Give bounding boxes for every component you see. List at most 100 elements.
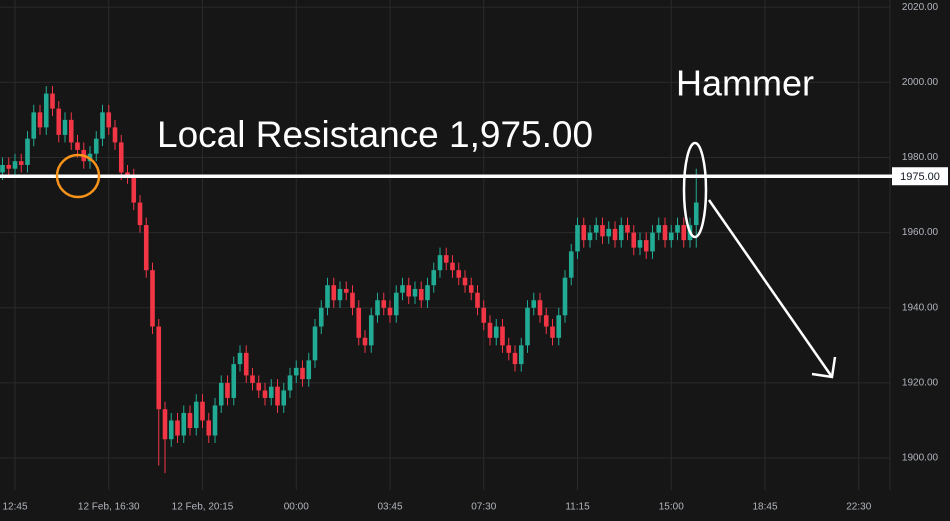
candle-body <box>362 337 368 346</box>
candle-body <box>287 375 293 391</box>
candle-body <box>393 292 399 316</box>
candle-body <box>500 326 505 346</box>
x-tick-label: 12 Feb, 20:15 <box>172 502 234 513</box>
y-tick-label: 1900.00 <box>902 453 939 464</box>
candle-body <box>312 326 318 361</box>
candle-body <box>668 232 674 241</box>
candle-body <box>600 225 605 237</box>
candle-body <box>106 112 112 128</box>
candle-body <box>256 382 262 391</box>
candle-body <box>425 285 430 301</box>
candle-body <box>193 401 199 428</box>
candle-body <box>275 386 280 406</box>
candle-body <box>225 382 230 398</box>
candle-body <box>675 225 680 233</box>
x-tick-label: 11:15 <box>565 502 590 513</box>
candle-body <box>606 228 612 237</box>
x-tick-label: 03:45 <box>377 502 402 513</box>
candle-body <box>56 108 62 135</box>
candle-body <box>187 412 193 428</box>
candle-body <box>93 138 99 154</box>
candle-body <box>487 322 493 338</box>
candle-body <box>631 232 637 248</box>
candle-body <box>593 225 599 233</box>
candle-body <box>131 176 137 203</box>
x-tick-label: 18:45 <box>752 502 777 513</box>
candles <box>0 86 699 474</box>
candle-body <box>568 251 574 278</box>
candle-body <box>118 142 124 173</box>
candle-body <box>6 164 12 169</box>
candle-body <box>43 93 49 128</box>
candle-body <box>268 386 274 398</box>
candle-body <box>212 405 218 436</box>
overlay: 1975.00 <box>0 167 948 186</box>
candle-body <box>662 225 668 241</box>
candle-body <box>581 225 587 241</box>
candle-body <box>300 367 305 380</box>
candle-body <box>431 270 437 286</box>
hammer-annotation: Hammer <box>676 63 814 104</box>
candle-body <box>643 240 649 252</box>
candle-body <box>250 375 255 383</box>
x-tick-label: 12 Feb, 16:30 <box>78 502 140 513</box>
candle-body <box>550 326 555 338</box>
candle-body <box>493 326 499 338</box>
candle-body <box>12 161 18 169</box>
hammer-ellipse <box>682 141 708 239</box>
candle-body <box>637 240 643 248</box>
candle-body <box>506 345 512 353</box>
candle-body <box>575 225 580 252</box>
candle-body <box>512 352 518 365</box>
candle-body <box>68 119 74 143</box>
candle-body <box>343 288 349 293</box>
candle-body <box>656 225 662 233</box>
candle-body <box>0 164 5 173</box>
candle-body <box>356 307 362 338</box>
candle-body <box>318 307 324 327</box>
candle-body <box>331 285 337 301</box>
candle-body <box>100 112 105 139</box>
candle-body <box>475 292 480 308</box>
y-tick-label: 2000.00 <box>902 77 939 88</box>
candle-body <box>381 300 387 308</box>
candle-body <box>350 292 355 308</box>
candle-body <box>125 172 130 177</box>
candle-body <box>293 367 299 376</box>
x-tick-label: 00:00 <box>284 502 309 513</box>
candle-body <box>143 225 149 271</box>
candle-body <box>518 345 524 365</box>
candle-body <box>262 390 268 398</box>
candle-body <box>337 288 343 301</box>
candle-body <box>137 202 143 226</box>
y-tick-label: 1940.00 <box>902 302 939 313</box>
candle-body <box>375 300 380 316</box>
y-tick-label: 2020.00 <box>902 2 939 13</box>
candle-body <box>50 93 55 109</box>
candle-body <box>150 270 155 327</box>
candle-body <box>368 315 374 346</box>
candle-body <box>181 412 187 436</box>
candle-body <box>175 420 180 436</box>
candle-body <box>562 277 568 316</box>
candle-body <box>418 288 424 301</box>
resistance-annotation: Local Resistance 1,975.00 <box>157 114 593 155</box>
x-tick-label: 12:45 <box>2 502 27 513</box>
candle-body <box>400 285 405 293</box>
candle-body <box>450 262 455 271</box>
arrow-head <box>811 356 837 379</box>
candle-body <box>537 300 543 316</box>
candle-body <box>237 352 243 365</box>
candle-body <box>681 225 687 241</box>
candle-body <box>543 315 549 327</box>
candle-body <box>412 288 418 297</box>
candle-body <box>468 285 474 293</box>
candle-body <box>75 142 80 150</box>
candle-body <box>481 307 487 323</box>
arrow-shaft <box>707 199 834 378</box>
candle-body <box>200 401 205 421</box>
candle-body <box>625 225 630 233</box>
x-tick-label: 22:30 <box>846 502 871 513</box>
